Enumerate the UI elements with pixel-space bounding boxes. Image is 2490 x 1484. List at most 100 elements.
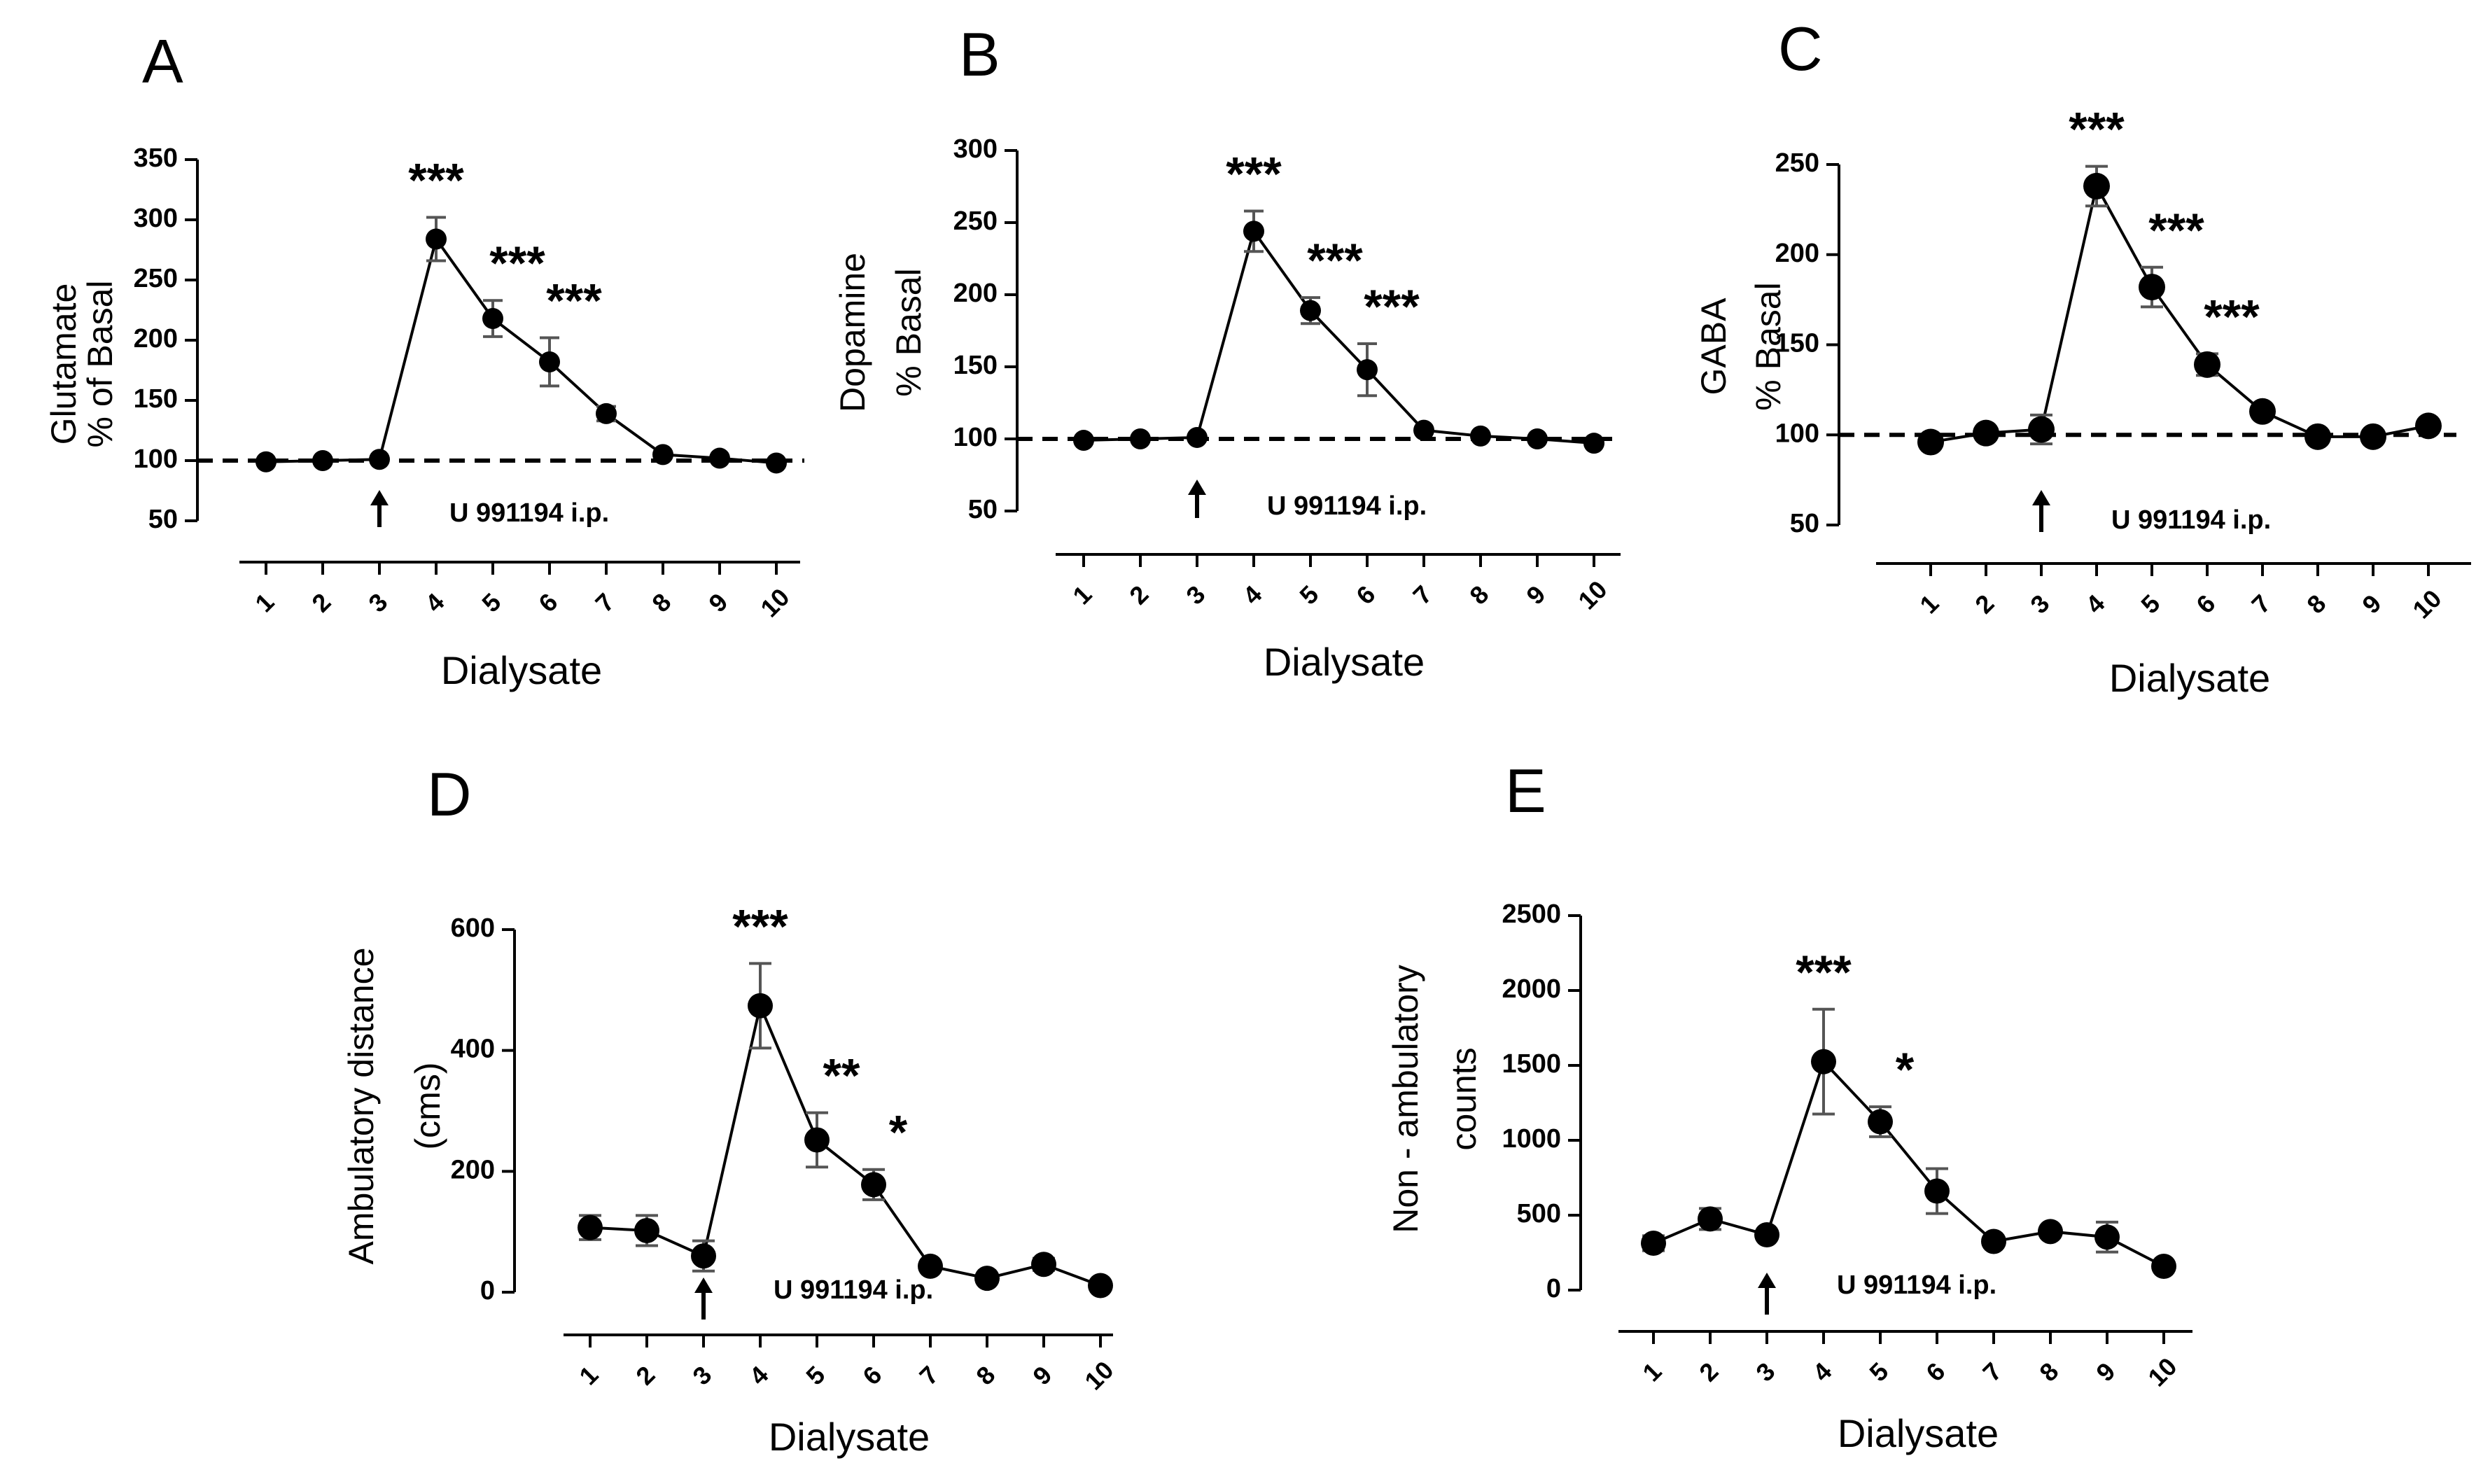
injection-arrow-head [1188,479,1206,495]
data-point [2139,274,2165,301]
y-tick-label: 200 [451,1155,495,1184]
data-point [312,450,333,471]
data-point [1641,1231,1666,1256]
significance-marker: *** [732,899,788,953]
data-point [1973,419,1999,447]
data-point [1031,1252,1056,1278]
drug-annotation: U 991194 i.p. [2111,505,2271,535]
injection-arrow-head [370,490,389,505]
significance-marker: *** [546,274,602,328]
x-axis-title: Dialysate [1264,640,1425,684]
data-point [861,1172,886,1198]
drug-annotation: U 991194 i.p. [1837,1270,1996,1300]
data-point [369,449,390,470]
significance-marker: * [889,1106,908,1159]
injection-arrow-head [2032,490,2050,505]
series-line [265,235,777,465]
significance-marker: *** [2069,103,2125,156]
data-point [2038,1219,2063,1245]
significance-marker: *** [1226,148,1282,201]
series-line [1653,1058,2164,1268]
data-point [2083,172,2110,200]
data-point [1130,428,1151,449]
injection-arrow-head [694,1278,713,1293]
data-point [748,993,773,1018]
y-axis-title: % of Basal [81,280,120,447]
data-point [1981,1228,2006,1254]
injection-arrow-head [1758,1273,1776,1288]
panel-letter: B [959,20,1000,89]
data-point [426,228,447,250]
data-point [2415,412,2442,440]
data-point [482,308,503,330]
x-axis-title: Dialysate [769,1415,930,1459]
significance-marker: *** [489,237,545,290]
significance-marker: *** [1796,946,1852,999]
y-tick-label: 150 [134,384,178,414]
y-tick-label: 250 [1775,148,1819,178]
y-tick-label: 2000 [1502,974,1561,1004]
data-point [1413,419,1434,441]
significance-marker: *** [408,154,464,207]
panel-letter: C [1778,14,1823,83]
data-point [1917,428,1944,456]
y-tick-label: 0 [480,1276,495,1306]
y-axis-title: Ambulatory distance [342,947,381,1264]
y-tick-label: 150 [1775,329,1819,358]
y-axis-title: (cms) [408,1063,447,1150]
y-tick-label: 50 [1790,509,1819,538]
data-point [2360,423,2386,450]
drug-annotation: U 991194 i.p. [1267,491,1427,521]
series-line [1930,182,2429,444]
data-point [2094,1224,2120,1250]
y-tick-label: 250 [953,206,998,236]
data-point [766,452,787,474]
y-tick-label: 300 [134,204,178,233]
y-axis-title: Glutamate [44,284,83,445]
y-tick-label: 200 [953,279,998,308]
data-point [596,402,617,424]
y-tick-label: 200 [1775,239,1819,268]
data-point [539,351,560,372]
y-tick-label: 600 [451,913,495,943]
data-point [709,447,730,469]
data-point [652,444,673,465]
y-tick-label: 50 [148,505,178,534]
panel-e: E Non - ambulatory counts 0 500 1000 1500 2000 2… [1386,756,2192,1455]
y-axis-title: counts [1444,1047,1483,1150]
y-tick-label: 0 [1546,1274,1561,1303]
series-line [589,1001,1101,1287]
data-point [804,1127,830,1153]
drug-annotation: U 991194 i.p. [774,1275,933,1305]
data-point [2028,416,2055,443]
data-point [256,451,277,472]
panel-letter: A [142,27,183,96]
x-axis-title: Dialysate [441,648,602,692]
y-tick-label: 300 [953,134,998,164]
y-axis-title: % Basal [889,268,928,396]
y-tick-label: 100 [1775,419,1819,448]
panel-a: A Glutamate% of Basal 50 100 150 200 250 300 350… [44,27,804,692]
data-point [2194,351,2220,378]
significance-marker: *** [1307,234,1363,287]
data-point [1187,426,1208,448]
data-point [1073,430,1094,451]
data-point [1868,1109,1893,1135]
data-point [2151,1253,2176,1279]
data-point [1811,1049,1836,1074]
x-axis-title: Dialysate [1838,1411,1999,1455]
y-tick-label: 50 [968,495,998,524]
y-tick-label: 500 [1517,1199,1561,1228]
y-tick-label: 100 [953,423,998,452]
data-point [1470,425,1491,447]
y-tick-label: 1000 [1502,1124,1561,1154]
panel-letter: D [427,760,472,829]
data-point [1300,300,1321,321]
data-point [1357,359,1378,381]
data-point [1527,428,1548,449]
significance-marker: *** [2204,290,2260,343]
data-point [634,1217,659,1243]
data-point [918,1253,943,1279]
